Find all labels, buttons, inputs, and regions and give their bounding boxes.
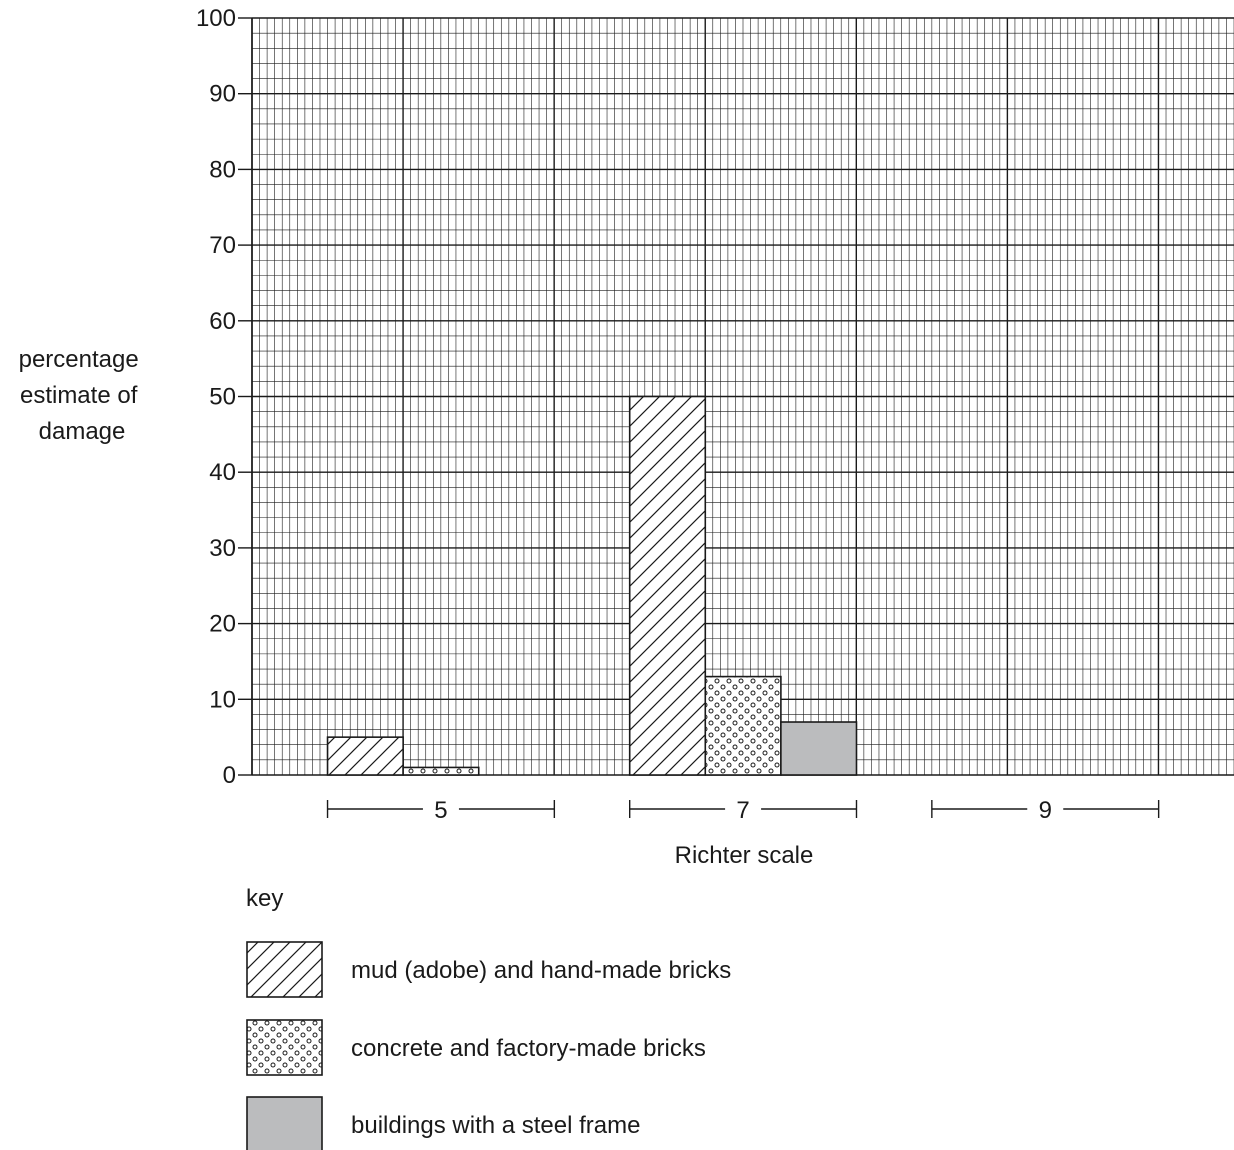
y-tick-label: 10 [209, 686, 236, 713]
y-tick-label: 0 [223, 762, 236, 789]
y-axis-label-line: percentage [19, 346, 139, 373]
legend-label: mud (adobe) and hand-made bricks [351, 957, 731, 984]
legend: mud (adobe) and hand-made bricks concrete… [246, 941, 731, 1150]
bar [326, 736, 404, 776]
y-tick-label: 40 [209, 459, 236, 486]
y-tick-label: 50 [209, 384, 236, 411]
x-tick-label: 7 [736, 797, 749, 824]
bar [628, 395, 707, 776]
y-tick-label: 90 [209, 81, 236, 108]
legend-title: key [246, 885, 283, 912]
y-tick-label: 30 [209, 535, 236, 562]
y-tick-label: 60 [209, 308, 236, 335]
y-tick-label: 100 [196, 5, 236, 32]
legend-swatch [246, 1019, 323, 1076]
legend-swatch [246, 941, 323, 998]
x-axis: 5 7 9 [326, 797, 1160, 824]
bar [780, 721, 858, 776]
y-axis-label-line: estimate of [20, 382, 138, 409]
x-tick-label: 5 [434, 797, 447, 824]
x-tick-label: 9 [1039, 797, 1052, 824]
y-axis-label-line: damage [39, 418, 126, 445]
x-axis-label: Richter scale [675, 842, 814, 869]
y-axis-label: percentage estimate of damage [19, 346, 146, 445]
legend-swatch [246, 1096, 323, 1150]
y-tick-label: 80 [209, 156, 236, 183]
bar [402, 766, 480, 776]
bar [704, 675, 782, 776]
y-tick-label: 20 [209, 611, 236, 638]
legend-label: concrete and factory-made bricks [351, 1035, 706, 1062]
legend-label: buildings with a steel frame [351, 1112, 640, 1139]
y-axis: 0 10 20 30 40 50 60 70 80 90 100 [196, 5, 253, 789]
bars [326, 395, 858, 776]
y-tick-label: 70 [209, 232, 236, 259]
grid [251, 17, 1234, 776]
